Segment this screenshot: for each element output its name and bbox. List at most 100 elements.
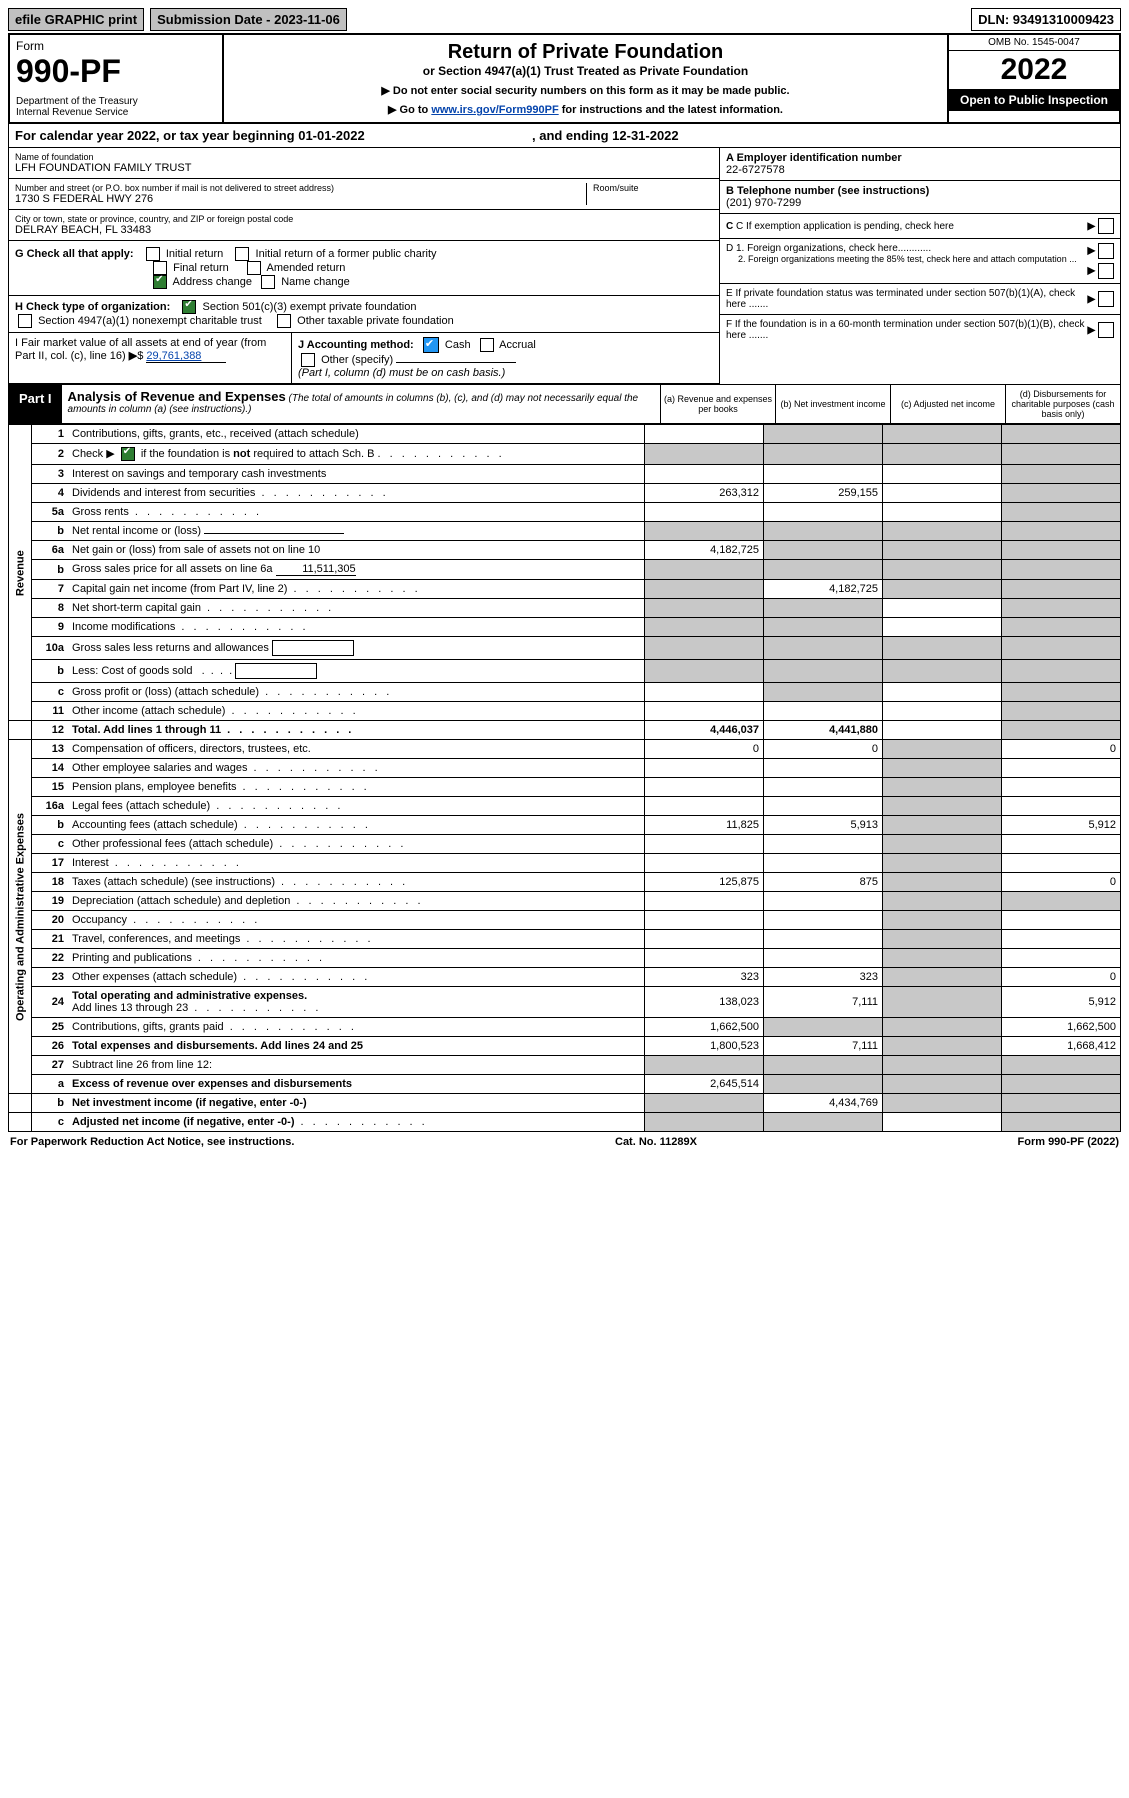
footer-left: For Paperwork Reduction Act Notice, see … bbox=[10, 1136, 294, 1148]
d1-label: D 1. Foreign organizations, check here..… bbox=[726, 243, 1088, 254]
col-c-header: (c) Adjusted net income bbox=[891, 385, 1006, 423]
tel-value: (201) 970-7299 bbox=[726, 197, 1114, 209]
cb-d2[interactable] bbox=[1098, 263, 1114, 279]
table-row: 17Interest bbox=[9, 854, 1121, 873]
cb-address-change[interactable] bbox=[153, 275, 167, 289]
table-row: 9Income modifications bbox=[9, 618, 1121, 637]
f-label: F If the foundation is in a 60-month ter… bbox=[726, 319, 1088, 341]
cb-e[interactable] bbox=[1098, 291, 1114, 307]
part1-table: Revenue 1Contributions, gifts, grants, e… bbox=[8, 424, 1121, 1132]
table-row: aExcess of revenue over expenses and dis… bbox=[9, 1075, 1121, 1094]
top-bar: efile GRAPHIC print Submission Date - 20… bbox=[8, 8, 1121, 31]
omb-number: OMB No. 1545-0047 bbox=[949, 35, 1119, 51]
dln: DLN: 93491310009423 bbox=[971, 8, 1121, 31]
table-row: cGross profit or (loss) (attach schedule… bbox=[9, 683, 1121, 702]
d2-label: 2. Foreign organizations meeting the 85%… bbox=[726, 254, 1088, 264]
h-row: H Check type of organization: Section 50… bbox=[9, 296, 719, 333]
cb-501c3[interactable] bbox=[182, 300, 196, 314]
city-label: City or town, state or province, country… bbox=[15, 214, 713, 224]
table-row: cAdjusted net income (if negative, enter… bbox=[9, 1113, 1121, 1132]
entity-info: Name of foundation LFH FOUNDATION FAMILY… bbox=[8, 148, 1121, 385]
city-value: DELRAY BEACH, FL 33483 bbox=[15, 224, 713, 236]
form-label: Form bbox=[16, 39, 216, 53]
note-ssn: ▶ Do not enter social security numbers o… bbox=[230, 84, 941, 97]
form-header: Form 990-PF Department of the Treasury I… bbox=[8, 33, 1121, 124]
footer-form: Form 990-PF (2022) bbox=[1018, 1136, 1120, 1148]
table-row: 19Depreciation (attach schedule) and dep… bbox=[9, 892, 1121, 911]
table-row: 7Capital gain net income (from Part IV, … bbox=[9, 580, 1121, 599]
cb-accrual[interactable] bbox=[480, 338, 494, 352]
cb-final-return[interactable] bbox=[153, 261, 167, 275]
table-row: bAccounting fees (attach schedule)11,825… bbox=[9, 816, 1121, 835]
address-label: Number and street (or P.O. box number if… bbox=[15, 183, 586, 193]
table-row: 10aGross sales less returns and allowanc… bbox=[9, 637, 1121, 660]
room-label: Room/suite bbox=[593, 183, 713, 193]
ein-value: 22-6727578 bbox=[726, 164, 1114, 176]
cb-cash[interactable] bbox=[423, 337, 439, 353]
table-row: 16aLegal fees (attach schedule) bbox=[9, 797, 1121, 816]
cb-name-change[interactable] bbox=[261, 275, 275, 289]
table-row: 2Check ▶ if the foundation is not requir… bbox=[9, 444, 1121, 465]
table-row: 27Subtract line 26 from line 12: bbox=[9, 1056, 1121, 1075]
col-b-header: (b) Net investment income bbox=[776, 385, 891, 423]
table-row: 5aGross rents bbox=[9, 503, 1121, 522]
cb-amended-return[interactable] bbox=[247, 261, 261, 275]
part1-header: Part I Analysis of Revenue and Expenses … bbox=[8, 385, 1121, 424]
table-row: 20Occupancy bbox=[9, 911, 1121, 930]
table-row: bGross sales price for all assets on lin… bbox=[9, 560, 1121, 580]
table-row: cOther professional fees (attach schedul… bbox=[9, 835, 1121, 854]
table-row: 25Contributions, gifts, grants paid1,662… bbox=[9, 1018, 1121, 1037]
revenue-section-label: Revenue bbox=[9, 425, 32, 721]
table-row: 21Travel, conferences, and meetings bbox=[9, 930, 1121, 949]
name-label: Name of foundation bbox=[15, 152, 713, 162]
note-link: ▶ Go to www.irs.gov/Form990PF for instru… bbox=[230, 103, 941, 116]
cb-initial-former[interactable] bbox=[235, 247, 249, 261]
opex-section-label: Operating and Administrative Expenses bbox=[9, 740, 32, 1094]
cb-other-specify[interactable] bbox=[301, 353, 315, 367]
cb-4947a1[interactable] bbox=[18, 314, 32, 328]
ein-label: A Employer identification number bbox=[726, 152, 1114, 164]
table-row: 22Printing and publications bbox=[9, 949, 1121, 968]
page-footer: For Paperwork Reduction Act Notice, see … bbox=[8, 1132, 1121, 1152]
table-row: 11Other income (attach schedule) bbox=[9, 702, 1121, 721]
table-row: 23Other expenses (attach schedule)323323… bbox=[9, 968, 1121, 987]
tax-year: 2022 bbox=[949, 51, 1119, 89]
table-row: 3Interest on savings and temporary cash … bbox=[9, 465, 1121, 484]
table-row: 12Total. Add lines 1 through 114,446,037… bbox=[9, 721, 1121, 740]
table-row: 6aNet gain or (loss) from sale of assets… bbox=[9, 541, 1121, 560]
cb-f[interactable] bbox=[1098, 322, 1114, 338]
part1-tag: Part I bbox=[9, 385, 62, 423]
col-a-header: (a) Revenue and expenses per books bbox=[661, 385, 776, 423]
table-row: 14Other employee salaries and wages bbox=[9, 759, 1121, 778]
table-row: 4Dividends and interest from securities2… bbox=[9, 484, 1121, 503]
efile-badge[interactable]: efile GRAPHIC print bbox=[8, 8, 144, 31]
cb-other-taxable[interactable] bbox=[277, 314, 291, 328]
address-value: 1730 S FEDERAL HWY 276 bbox=[15, 193, 586, 205]
table-row: 24Total operating and administrative exp… bbox=[9, 987, 1121, 1018]
table-row: bNet rental income or (loss) bbox=[9, 522, 1121, 541]
open-to-public: Open to Public Inspection bbox=[949, 89, 1119, 111]
cb-sch-b[interactable] bbox=[121, 447, 135, 461]
e-label: E If private foundation status was termi… bbox=[726, 288, 1088, 310]
form-title: Return of Private Foundation bbox=[230, 41, 941, 64]
tel-label: B Telephone number (see instructions) bbox=[726, 185, 1114, 197]
foundation-name: LFH FOUNDATION FAMILY TRUST bbox=[15, 162, 713, 174]
footer-cat: Cat. No. 11289X bbox=[615, 1136, 697, 1148]
form-number: 990-PF bbox=[16, 53, 216, 90]
table-row: Revenue 1Contributions, gifts, grants, e… bbox=[9, 425, 1121, 444]
col-d-header: (d) Disbursements for charitable purpose… bbox=[1006, 385, 1120, 423]
part1-title: Analysis of Revenue and Expenses bbox=[68, 389, 286, 404]
table-row: bLess: Cost of goods sold . . . . bbox=[9, 660, 1121, 683]
fmv-value[interactable]: 29,761,388 bbox=[146, 350, 226, 363]
department: Department of the Treasury Internal Reve… bbox=[16, 96, 216, 118]
instructions-link[interactable]: www.irs.gov/Form990PF bbox=[431, 104, 558, 116]
i-label: I Fair market value of all assets at end… bbox=[15, 337, 266, 362]
cb-initial-return[interactable] bbox=[146, 247, 160, 261]
table-row: 15Pension plans, employee benefits bbox=[9, 778, 1121, 797]
cb-c[interactable] bbox=[1098, 218, 1114, 234]
cb-d1[interactable] bbox=[1098, 243, 1114, 259]
table-row: Operating and Administrative Expenses 13… bbox=[9, 740, 1121, 759]
table-row: 8Net short-term capital gain bbox=[9, 599, 1121, 618]
table-row: 26Total expenses and disbursements. Add … bbox=[9, 1037, 1121, 1056]
c-label: C C If exemption application is pending,… bbox=[726, 221, 1088, 232]
